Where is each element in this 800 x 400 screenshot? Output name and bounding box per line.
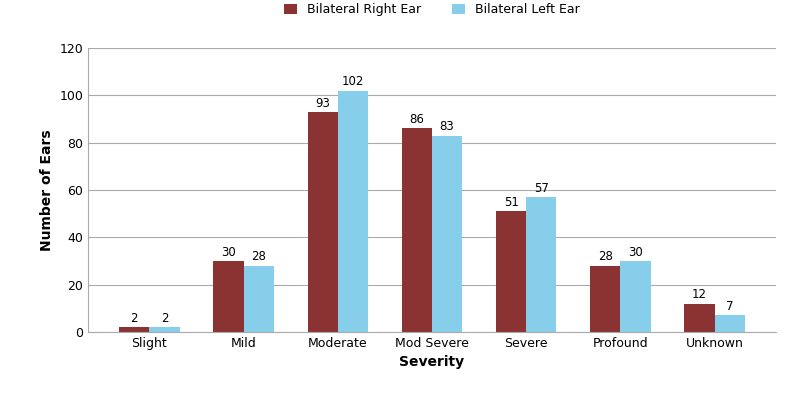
- Y-axis label: Number of Ears: Number of Ears: [40, 129, 54, 251]
- X-axis label: Severity: Severity: [399, 356, 465, 370]
- Text: 57: 57: [534, 182, 549, 195]
- Text: 30: 30: [221, 246, 236, 259]
- Bar: [150, 327, 179, 332]
- Text: 7: 7: [726, 300, 734, 313]
- Bar: [590, 266, 620, 332]
- Bar: [526, 197, 556, 332]
- Bar: [214, 261, 244, 332]
- Bar: [338, 90, 368, 332]
- Bar: [402, 128, 432, 332]
- Text: 2: 2: [161, 312, 168, 325]
- Bar: [308, 112, 338, 332]
- Bar: [685, 304, 714, 332]
- Bar: [496, 211, 526, 332]
- Text: 28: 28: [598, 250, 613, 263]
- Legend: Bilateral Right Ear, Bilateral Left Ear: Bilateral Right Ear, Bilateral Left Ear: [285, 3, 579, 16]
- Text: 51: 51: [504, 196, 518, 209]
- Text: 83: 83: [440, 120, 454, 133]
- Bar: [244, 266, 274, 332]
- Bar: [714, 316, 745, 332]
- Text: 2: 2: [130, 312, 138, 325]
- Text: 93: 93: [315, 96, 330, 110]
- Bar: [432, 136, 462, 332]
- Text: 102: 102: [342, 75, 364, 88]
- Text: 86: 86: [410, 113, 424, 126]
- Bar: [119, 327, 150, 332]
- Text: 30: 30: [628, 246, 643, 259]
- Bar: [620, 261, 650, 332]
- Text: 12: 12: [692, 288, 707, 301]
- Text: 28: 28: [251, 250, 266, 263]
